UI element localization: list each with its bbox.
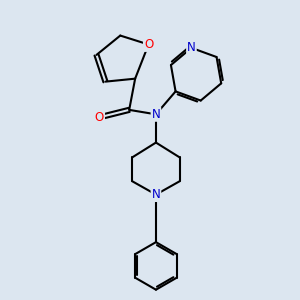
Text: O: O xyxy=(144,38,153,51)
Text: O: O xyxy=(95,111,104,124)
Text: N: N xyxy=(152,108,160,121)
Text: N: N xyxy=(152,188,160,201)
Text: N: N xyxy=(187,41,196,54)
